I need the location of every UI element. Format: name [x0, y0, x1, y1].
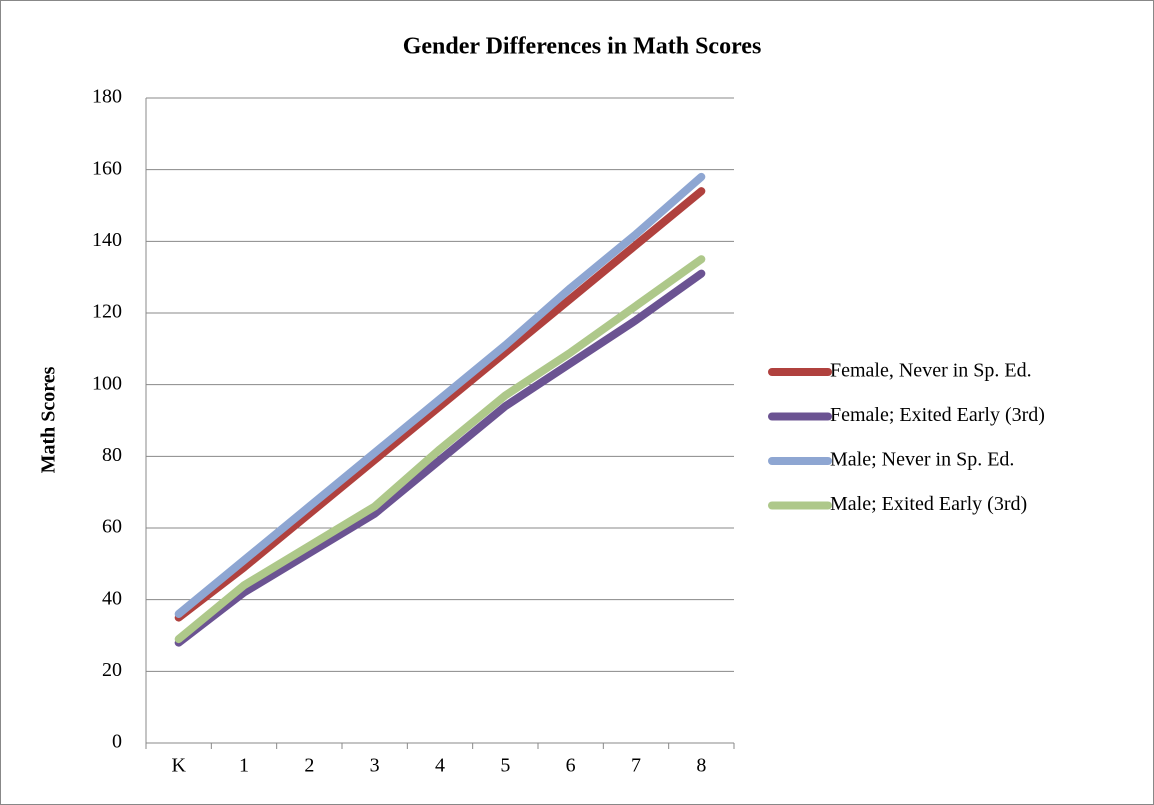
- series-line: [174, 255, 706, 644]
- legend-label: Male; Exited Early (3rd): [830, 493, 1027, 515]
- series-line: [174, 269, 706, 647]
- series-line: [174, 187, 706, 622]
- x-tick-label: 2: [304, 755, 314, 777]
- x-tick-label: 1: [239, 755, 249, 777]
- y-tick-label: 100: [92, 372, 122, 394]
- series-line: [174, 172, 706, 618]
- x-tick-label: 4: [435, 755, 445, 777]
- legend-label: Female; Exited Early (3rd): [830, 404, 1045, 426]
- x-tick-label: 8: [696, 755, 706, 777]
- y-tick-label: 140: [92, 229, 122, 251]
- y-tick-label: 0: [112, 731, 122, 753]
- legend-label: Male; Never in Sp. Ed.: [830, 449, 1014, 471]
- x-tick-label: 3: [370, 755, 380, 777]
- y-tick-label: 120: [92, 301, 122, 323]
- y-tick-label: 80: [102, 444, 122, 466]
- y-tick-label: 180: [92, 86, 122, 108]
- x-tick-label: 5: [500, 755, 510, 777]
- x-tick-label: 7: [631, 755, 641, 777]
- y-tick-label: 40: [102, 587, 122, 609]
- y-axis-title: Math Scores: [38, 366, 60, 473]
- legend-label: Female, Never in Sp. Ed.: [830, 360, 1032, 382]
- y-tick-label: 60: [102, 516, 122, 538]
- x-tick-label: K: [171, 755, 186, 777]
- y-tick-label: 20: [102, 659, 122, 681]
- x-tick-label: 6: [566, 755, 576, 777]
- y-tick-label: 160: [92, 157, 122, 179]
- chart-title: Gender Differences in Math Scores: [403, 34, 762, 60]
